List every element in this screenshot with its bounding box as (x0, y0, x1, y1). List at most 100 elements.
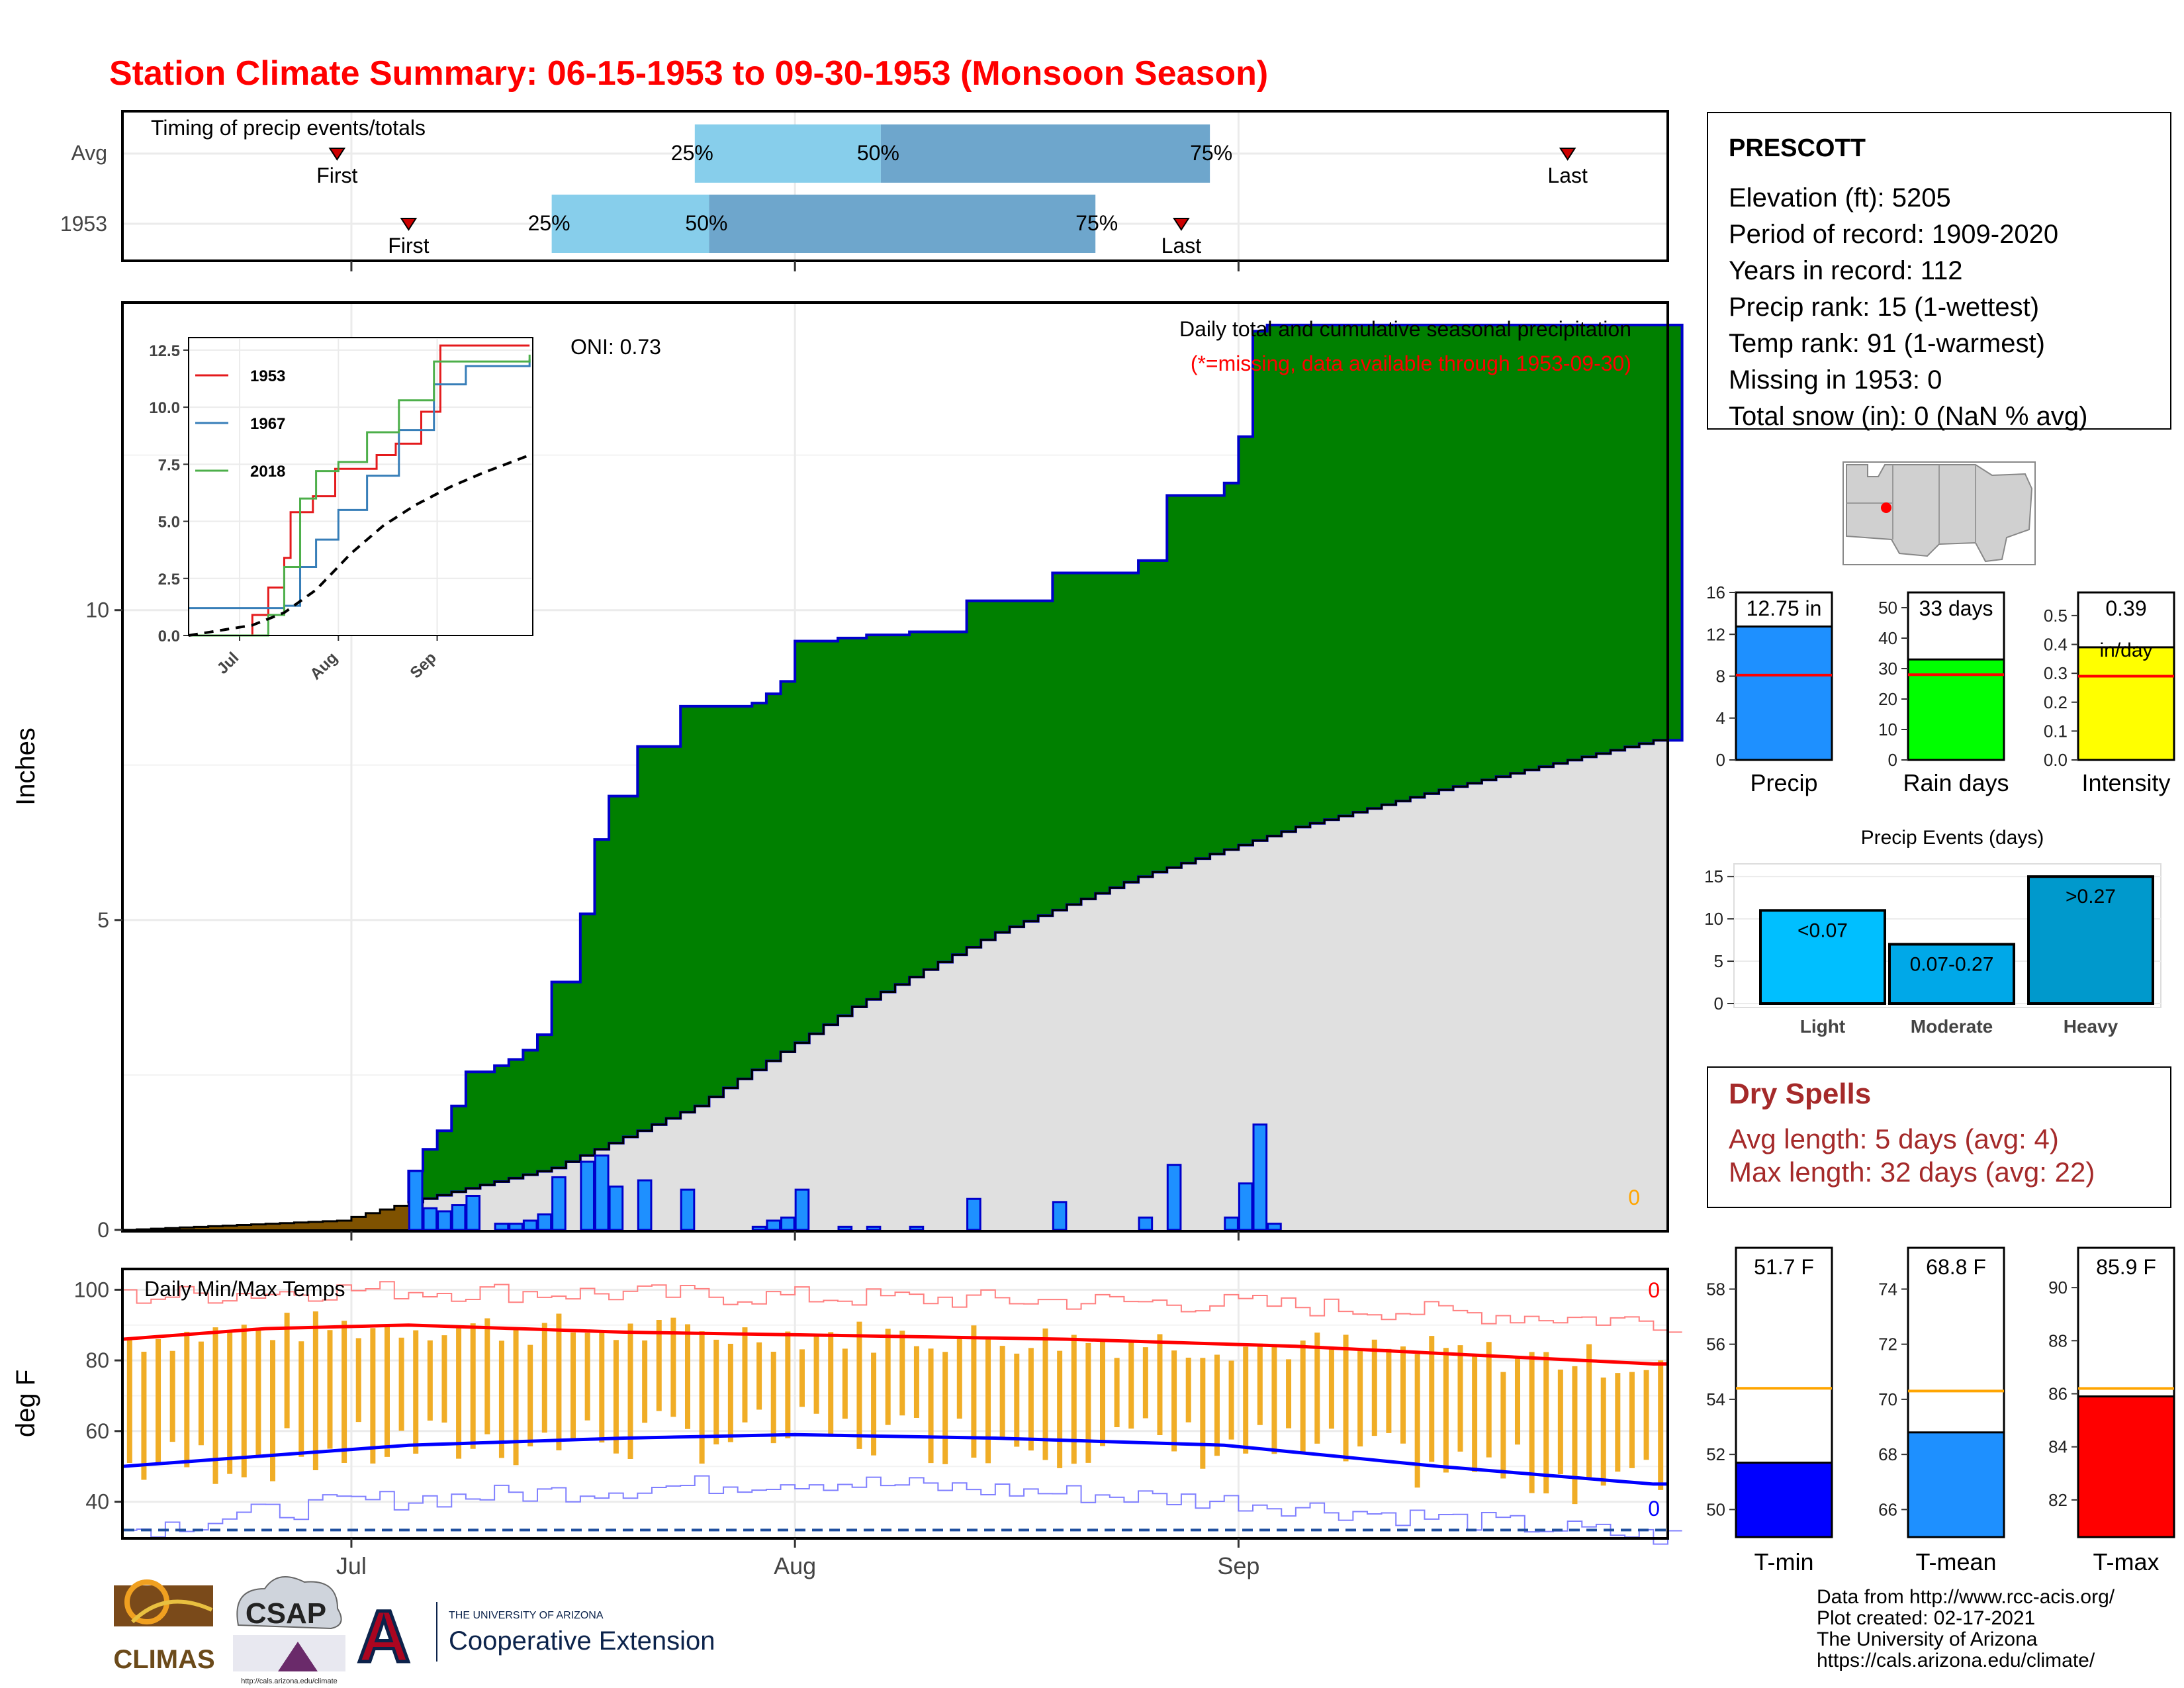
summary-bar-tick-label: 0 (1716, 750, 1725, 770)
events-bar (1759, 909, 1886, 1006)
events-bar-label: <0.07 (1797, 919, 1848, 941)
station-lines: Elevation (ft): 5205 Period of record: 19… (1729, 183, 2087, 431)
timing-row-avg-label: Avg (71, 141, 107, 165)
summary-bar-tick-label: 16 (1706, 583, 1725, 602)
daily-precip-bar (408, 1170, 424, 1231)
daily-precip-bar (437, 1210, 452, 1231)
temp-bar-name: T-mean (1915, 1548, 1996, 1575)
summary-bar-tick-label: 0 (1888, 750, 1897, 770)
summary-bar-tick-label: 0.2 (2044, 692, 2068, 712)
timing-first-marker (400, 218, 418, 231)
daily-precip-bar (1052, 1201, 1068, 1231)
month-axis: Jul Aug Sep (336, 1538, 1259, 1579)
summary-bar-tick-label: 20 (1878, 689, 1897, 709)
average-cumulative-line (122, 739, 1668, 1231)
daily-precip-bar (1138, 1216, 1154, 1231)
temp-ytick-label: 60 (85, 1419, 109, 1443)
temp-bar-fill (2077, 1395, 2175, 1538)
inset-frame (188, 337, 533, 636)
month-label: Sep (1217, 1552, 1259, 1579)
climas-logo-text: CLIMAS (113, 1645, 214, 1674)
summary-bars: 0 4 8 12 16 12.75 in Precip 0 10 20 30 40 50 33 days R… (1706, 583, 2175, 796)
station-line: Temp rank: 91 (1-warmest) (1729, 329, 2045, 358)
temp-bar-fill (1735, 1462, 1833, 1538)
temp-bar-t-max: 82 84 86 88 90 85.9 F T-max (2048, 1246, 2175, 1575)
events-bar (1888, 943, 2015, 1006)
daily-precip-bar (780, 1216, 796, 1231)
events-content: 0 5 10 15 <0.07 Light 0.07-0.27 Moderate >0.27 He… (1704, 863, 2161, 1037)
credit-line: The University of Arizona (1817, 1628, 2038, 1650)
inset-series-line (188, 453, 530, 637)
temp-bar-tick-label: 82 (2048, 1490, 2068, 1510)
inset-ytick-label: 5.0 (158, 514, 180, 532)
timing-last-marker (1173, 218, 1190, 231)
logos: CLIMAS CSAP http://cals.arizona.edu/clim… (113, 1576, 715, 1685)
summary-bar-tick-label: 4 (1716, 708, 1725, 728)
station-line: Elevation (ft): 5205 (1729, 183, 1951, 212)
station-info: PRESCOTT Elevation (ft): 5205 Period of r… (1707, 112, 2171, 431)
timing-q75-label: 75% (1075, 211, 1118, 235)
daily-precip-bar (637, 1179, 653, 1231)
daily-precip-bar (451, 1204, 467, 1231)
summary-bar-tick-label: 0.4 (2044, 635, 2068, 655)
temp-bar-tick-label: 68 (1878, 1444, 1897, 1464)
temp-missing-max: 0 (1648, 1278, 1660, 1302)
daily-precip-bar (508, 1223, 523, 1231)
inset-ytick-label: 2.5 (158, 571, 180, 588)
daily-precip-bar (422, 1207, 438, 1231)
ua-line2: Cooperative Extension (449, 1626, 715, 1656)
temp-bar-fill (1907, 1431, 2005, 1538)
credits: Data from http://www.rcc-acis.org/Plot c… (1817, 1586, 2115, 1671)
temp-missing-min: 0 (1648, 1497, 1660, 1521)
dry-spells-avg: Avg length: 5 days (avg: 4) (1729, 1123, 2059, 1154)
daily-precip-bar (1267, 1223, 1282, 1231)
dry-spells-frame (1707, 1066, 2171, 1208)
credit-line: Plot created: 02-17-2021 (1817, 1607, 2035, 1629)
summary-bar-tick-label: 40 (1878, 628, 1897, 648)
station-line: Total snow (in): 0 (NaN % avg) (1729, 402, 2087, 431)
timing-q75-label: 75% (1190, 141, 1232, 165)
summary-bar-name: Intensity (2081, 769, 2170, 796)
map-state-lines (1846, 465, 1976, 544)
temp-bar-tick-label: 86 (2048, 1384, 2068, 1404)
ua-logo: A THE UNIVERSITY OF ARIZONA Cooperative … (356, 1595, 715, 1679)
daily-precip-bar (1166, 1164, 1182, 1231)
csap-logo: CSAP http://cals.arizona.edu/climate (233, 1576, 345, 1685)
precip-panel: 0 5 10 Inches ONI: 0.73 Daily total and cu… (11, 301, 1684, 1242)
events-title: Precip Events (days) (1861, 827, 2044, 849)
timing-last-marker (1559, 148, 1576, 161)
summary-bar-name: Precip (1750, 769, 1817, 796)
daily-precip-bar (522, 1219, 538, 1231)
temp-bar-tick-label: 66 (1878, 1499, 1897, 1519)
inset-series-line (189, 354, 531, 637)
timing-bar-upper (880, 124, 1210, 183)
temp-record-line (122, 1281, 1682, 1333)
summary-bar-tick-label: 10 (1878, 720, 1897, 739)
temp-bar-tick-label: 56 (1706, 1335, 1725, 1354)
temp-bar-tick-label: 54 (1706, 1389, 1725, 1409)
summary-bar-name: Rain days (1903, 769, 2009, 796)
precip-missing-count: 0 (1628, 1186, 1640, 1209)
daily-precip-bar (608, 1185, 624, 1231)
summary-bar-tick-label: 50 (1878, 598, 1897, 618)
dry-spells-title: Dry Spells (1729, 1078, 1871, 1110)
precip-ytick-label: 0 (97, 1218, 109, 1242)
station-info-frame (1707, 112, 2171, 430)
month-label: Aug (774, 1552, 816, 1579)
summary-bar-value: 0.39 (2105, 596, 2146, 620)
csap-url: http://cals.arizona.edu/climate (241, 1677, 338, 1685)
timing-first-label: First (388, 234, 429, 258)
temp-bar-tick-label: 50 (1706, 1499, 1725, 1519)
temp-bar-tick-label: 72 (1878, 1335, 1897, 1354)
temp-average-line (122, 1432, 1668, 1486)
summary-bar-tick-label: 30 (1878, 659, 1897, 679)
temp-ytick-label: 40 (85, 1490, 109, 1514)
summary-bar-value: 33 days (1919, 596, 1993, 620)
summary-bar-fill (2077, 646, 2175, 761)
summary-bar-value: 12.75 in (1747, 596, 1822, 620)
month-label: Jul (336, 1552, 367, 1579)
inset-ytick-label: 12.5 (149, 342, 180, 360)
temp-ytick-label: 100 (74, 1278, 109, 1301)
